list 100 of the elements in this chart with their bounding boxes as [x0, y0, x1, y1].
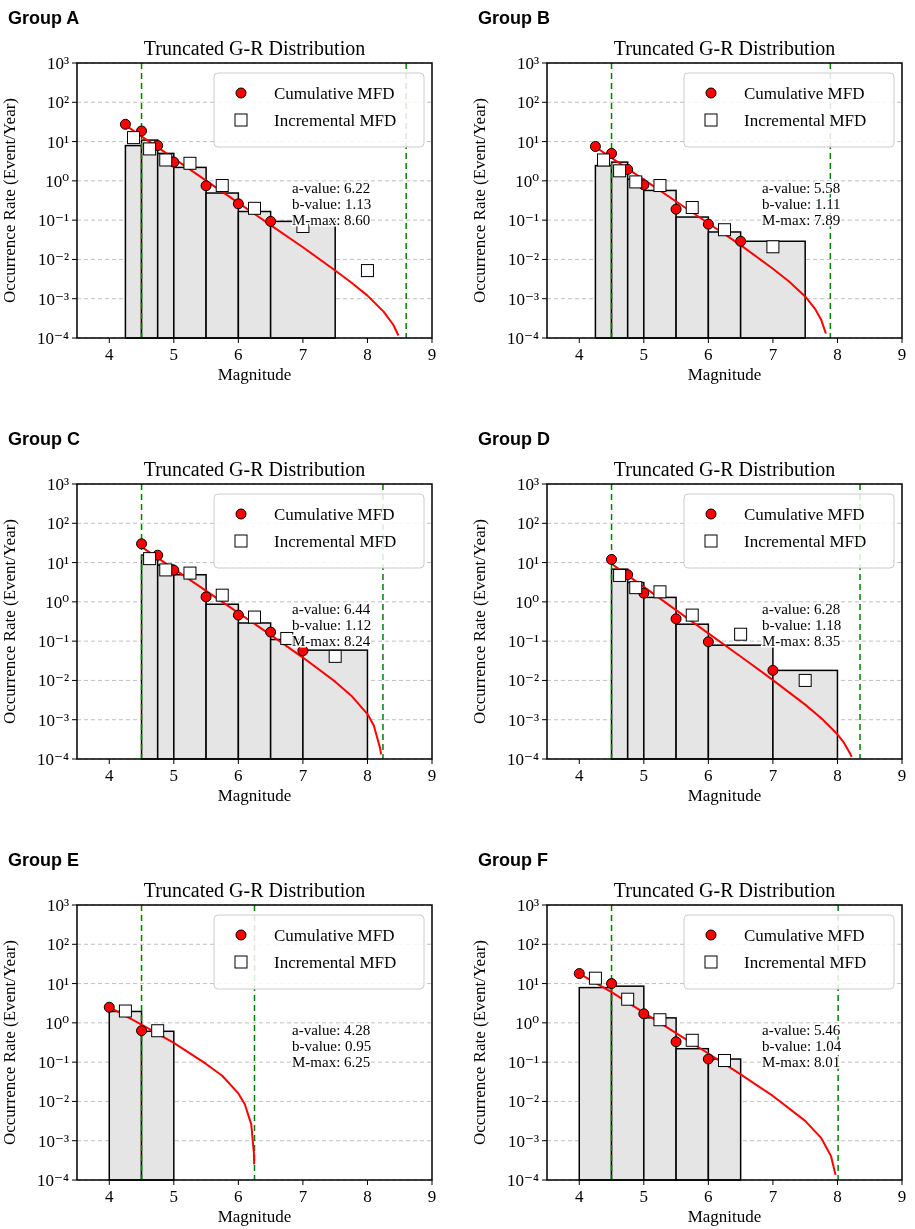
- annotation: b-value: 1.18: [762, 617, 842, 633]
- legend-label: Cumulative MFD: [274, 84, 395, 103]
- legend-label: Cumulative MFD: [744, 84, 865, 103]
- x-tick-label: 6: [704, 1187, 713, 1206]
- point: [702, 636, 714, 648]
- y-tick-label: 10⁻²: [507, 1092, 539, 1112]
- y-tick-label: 10⁻²: [507, 671, 539, 691]
- y-tick-label: 10³: [46, 475, 69, 494]
- y-tick-label: 10⁻⁴: [37, 329, 70, 348]
- annotation: M-max: 6.25: [292, 1054, 371, 1070]
- x-axis-title: Magnitude: [217, 786, 292, 805]
- point: [151, 1024, 165, 1038]
- chart-subtitle: Truncated G-R Distribution: [613, 458, 836, 480]
- y-axis-title: Occurrence Rate (Event/Year): [0, 518, 19, 725]
- x-tick-label: 6: [704, 766, 713, 785]
- y-tick-label: 10⁻³: [507, 1131, 539, 1151]
- y-tick-label: 10⁻⁴: [507, 329, 540, 348]
- y-axis-title: Occurrence Rate (Event/Year): [470, 97, 489, 304]
- x-tick-label: 8: [833, 766, 842, 785]
- x-tick-label: 5: [639, 1187, 649, 1206]
- point: [136, 1025, 148, 1037]
- y-tick-label: 10⁻⁴: [37, 1171, 70, 1190]
- y-tick-label: 10⁻⁴: [37, 750, 70, 769]
- y-tick-label: 10⁻²: [37, 250, 69, 270]
- y-tick-label: 10²: [46, 93, 69, 113]
- point: [589, 140, 601, 152]
- point: [702, 218, 714, 230]
- y-tick-label: 10⁻¹: [507, 211, 539, 231]
- annotation: a-value: 5.46: [762, 1022, 841, 1038]
- point: [573, 968, 585, 980]
- y-tick-label: 10⁻³: [37, 710, 69, 730]
- y-tick-label: 10⁻²: [507, 250, 539, 270]
- x-tick-label: 8: [833, 345, 842, 364]
- x-tick-label: 5: [169, 766, 179, 785]
- x-tick-label: 4: [575, 766, 585, 785]
- annotation: b-value: 0.95: [292, 1038, 372, 1054]
- point: [653, 1013, 667, 1027]
- x-tick-label: 8: [363, 766, 372, 785]
- point: [702, 1053, 714, 1065]
- y-tick-label: 10²: [516, 93, 539, 113]
- x-tick-label: 7: [768, 345, 778, 364]
- point: [718, 223, 731, 237]
- chart-title: Group B: [478, 8, 550, 28]
- x-tick-label: 9: [897, 766, 907, 785]
- x-tick-label: 9: [897, 345, 907, 364]
- x-tick-label: 4: [575, 1187, 585, 1206]
- y-tick-label: 10²: [516, 514, 539, 534]
- point: [119, 118, 131, 130]
- annotation: a-value: 4.28: [292, 1022, 371, 1038]
- y-axis-title: Occurrence Rate (Event/Year): [470, 518, 489, 725]
- legend-label: Cumulative MFD: [744, 505, 865, 524]
- y-tick-label: 10⁻¹: [37, 632, 69, 652]
- legend-label: Cumulative MFD: [744, 926, 865, 945]
- y-tick-label: 10³: [516, 54, 539, 73]
- point: [143, 552, 157, 566]
- chart-subtitle: Truncated G-R Distribution: [143, 37, 366, 59]
- x-tick-label: 5: [639, 345, 649, 364]
- annotation: M-max: 8.01: [762, 1054, 841, 1070]
- annotation: M-max: 7.89: [762, 212, 841, 228]
- point: [685, 1033, 699, 1047]
- x-tick-label: 7: [768, 1187, 778, 1206]
- annotation: a-value: 6.22: [292, 180, 371, 196]
- point: [215, 179, 229, 193]
- point: [629, 175, 643, 189]
- x-tick-label: 8: [363, 1187, 372, 1206]
- x-tick-label: 7: [298, 1187, 308, 1206]
- chart-title: Group A: [8, 8, 80, 28]
- x-tick-label: 4: [575, 345, 585, 364]
- annotation: b-value: 1.12: [292, 617, 372, 633]
- point: [767, 664, 779, 676]
- y-tick-label: 10³: [46, 54, 69, 73]
- point: [200, 180, 212, 192]
- point: [718, 1054, 731, 1068]
- y-tick-label: 10⁻²: [37, 1092, 69, 1112]
- point: [136, 538, 148, 550]
- legend-label: Incremental MFD: [744, 532, 867, 551]
- point: [183, 156, 197, 170]
- point: [183, 566, 197, 580]
- y-tick-label: 10⁰: [45, 171, 70, 191]
- y-tick-label: 10⁻⁴: [507, 1171, 540, 1190]
- x-tick-label: 4: [105, 1187, 115, 1206]
- x-tick-label: 7: [298, 345, 308, 364]
- point: [670, 203, 682, 215]
- point: [280, 631, 294, 645]
- point: [670, 613, 682, 625]
- x-axis-title: Magnitude: [217, 365, 292, 384]
- chart-title: Group C: [8, 429, 80, 449]
- x-tick-label: 5: [169, 1187, 179, 1206]
- x-tick-label: 8: [363, 345, 372, 364]
- x-tick-label: 4: [105, 345, 115, 364]
- point: [606, 553, 618, 565]
- legend-label: Incremental MFD: [274, 111, 397, 130]
- x-tick-label: 9: [427, 345, 437, 364]
- y-tick-label: 10⁻³: [37, 289, 69, 309]
- chart-title: Group E: [8, 850, 79, 870]
- point: [613, 568, 627, 582]
- x-axis-title: Magnitude: [687, 786, 762, 805]
- y-tick-label: 10²: [516, 935, 539, 955]
- legend-label: Incremental MFD: [744, 953, 867, 972]
- point: [653, 585, 667, 599]
